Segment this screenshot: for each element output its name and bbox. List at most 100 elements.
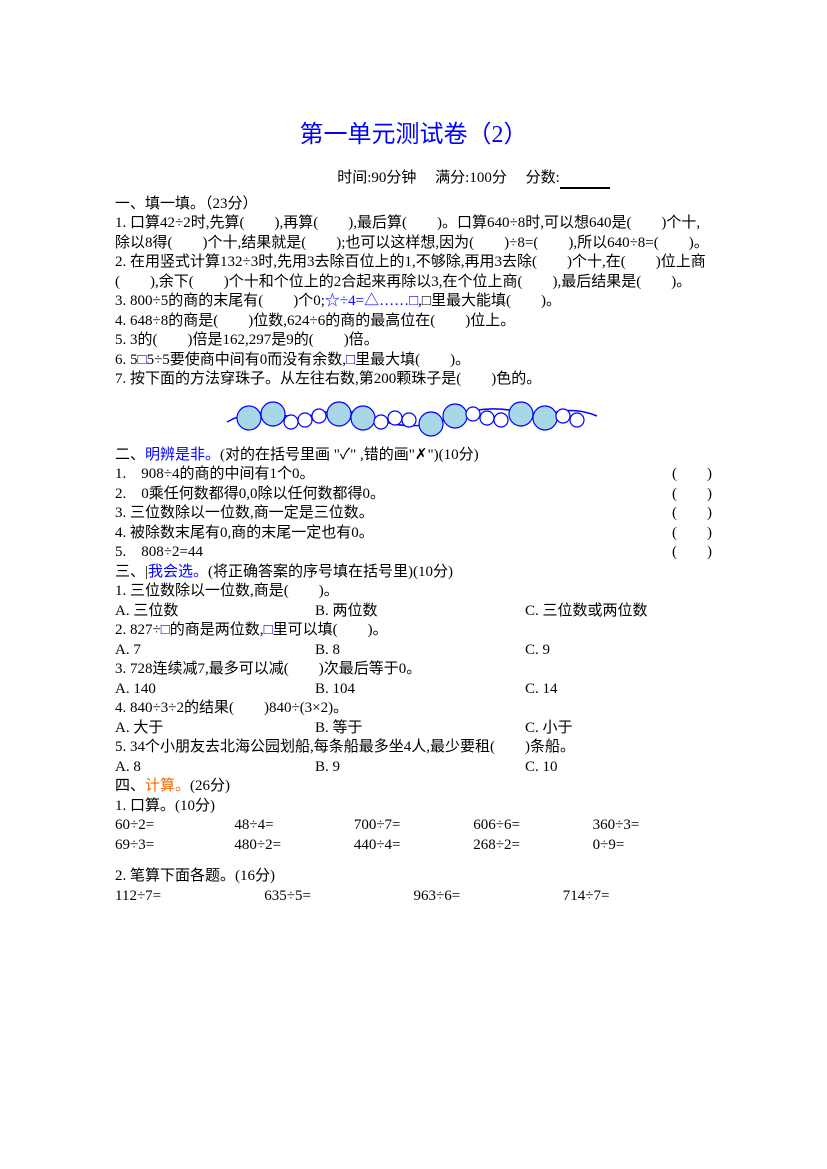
s4-head-a: 四、: [115, 778, 145, 794]
judge-text: 1. 908÷4的商的中间有1个0。: [115, 465, 662, 485]
opt: C. 10: [525, 758, 712, 778]
calc-item: 112÷7=: [115, 887, 264, 907]
s3-q2-e: 里可以填( )。: [273, 622, 388, 638]
section-3-head: 三、|我会选。(将正确答案的序号填在括号里)(10分): [115, 563, 712, 583]
s1-q7: 7. 按下面的方法穿珠子。从左往右数,第200颗珠子是( )色的。: [115, 370, 712, 390]
s3-q2-opts: A. 7 B. 8 C. 9: [115, 641, 712, 661]
calc-item: 48÷4=: [234, 816, 353, 836]
s3-q2-c: 的商是两位数,: [170, 622, 264, 638]
s3-head-b: 我会选。: [148, 564, 208, 580]
s2-head-b: 明辨是非。: [145, 447, 220, 463]
calc-item: 360÷3=: [593, 816, 712, 836]
s4-head-c: (26分): [190, 778, 230, 794]
s3-q2-box2: □: [264, 622, 273, 638]
s1-q2: 2. 在用竖式计算132÷3时,先用3去除百位上的1,不够除,再用3去除( )个…: [115, 253, 712, 292]
s1-q3-c: ,□里最大能填( )。: [418, 293, 561, 309]
s1-q6: 6. 5□5÷5要使商中间有0而没有余数,□里最大填( )。: [115, 351, 712, 371]
s4-row2: 69÷3=480÷2=440÷4=268÷2=0÷9=: [115, 836, 712, 856]
s1-q6-e: 里最大填( )。: [355, 352, 470, 368]
calc-item: 60÷2=: [115, 816, 234, 836]
section-4-head: 四、计算。(26分): [115, 777, 712, 797]
score-blank: [560, 187, 610, 189]
calc-item: 963÷6=: [414, 887, 563, 907]
time-label: 时间:90分钟: [337, 170, 416, 186]
judge-paren: ( ): [662, 524, 712, 544]
calc-item: 440÷4=: [354, 836, 473, 856]
calc-item: 606÷6=: [473, 816, 592, 836]
opt: C. 14: [525, 680, 712, 700]
s1-q6-c: 5÷5要使商中间有0而没有余数,: [147, 352, 346, 368]
meta-line: 时间:90分钟 满分:100分 分数:: [115, 169, 712, 189]
beads-diagram: [219, 394, 609, 438]
s4-row1: 60÷2=48÷4=700÷7=606÷6=360÷3=: [115, 816, 712, 836]
section-1-head: 一、填一填。（23分）: [115, 195, 712, 215]
s3-q2-a: 2. 827÷: [115, 622, 161, 638]
opt: A. 140: [115, 680, 315, 700]
s3-q2-box1: □: [161, 622, 170, 638]
judge-list: 1. 908÷4的商的中间有1个0。( )2. 0乘任何数都得0,0除以任何数都…: [115, 465, 712, 563]
opt: A. 三位数: [115, 602, 315, 622]
s3-q3: 3. 728连续减7,最多可以减( )次最后等于0。: [115, 660, 712, 680]
opt: C. 三位数或两位数: [525, 602, 712, 622]
s1-q4: 4. 648÷8的商是( )位数,624÷6的商的最高位在( )位上。: [115, 312, 712, 332]
s3-q2: 2. 827÷□的商是两位数,□里可以填( )。: [115, 621, 712, 641]
judge-row: 4. 被除数末尾有0,商的末尾一定也有0。( ): [115, 524, 712, 544]
s3-q4-opts: A. 大于 B. 等于 C. 小于: [115, 719, 712, 739]
s3-q1: 1. 三位数除以一位数,商是( )。: [115, 582, 712, 602]
judge-text: 5. 808÷2=44: [115, 543, 662, 563]
calc-item: 69÷3=: [115, 836, 234, 856]
opt: A. 7: [115, 641, 315, 661]
opt: B. 8: [315, 641, 525, 661]
s1-q6-a: 6. 5: [115, 352, 138, 368]
s4-row3: 112÷7=635÷5=963÷6=714÷7=: [115, 887, 712, 907]
s2-head-c: (对的在括号里画 "✓" ,错的画"✗")(10分): [220, 447, 479, 463]
opt: A. 大于: [115, 719, 315, 739]
calc-item: 714÷7=: [563, 887, 712, 907]
judge-paren: ( ): [662, 504, 712, 524]
s1-q3-formula: ☆÷4=△……□: [325, 293, 418, 309]
s3-q5: 5. 34个小朋友去北海公园划船,每条船最多坐4人,最少要租( )条船。: [115, 738, 712, 758]
s4-sub2: 2. 笔算下面各题。(16分): [115, 867, 712, 887]
s3-q5-opts: A. 8 B. 9 C. 10: [115, 758, 712, 778]
judge-row: 1. 908÷4的商的中间有1个0。( ): [115, 465, 712, 485]
calc-item: 0÷9=: [593, 836, 712, 856]
judge-text: 3. 三位数除以一位数,商一定是三位数。: [115, 504, 662, 524]
calc-item: 635÷5=: [264, 887, 413, 907]
calc-item: 700÷7=: [354, 816, 473, 836]
opt: B. 等于: [315, 719, 525, 739]
s1-q3-a: 3. 800÷5的商的末尾有( )个0;: [115, 293, 325, 309]
judge-paren: ( ): [662, 485, 712, 505]
judge-text: 4. 被除数末尾有0,商的末尾一定也有0。: [115, 524, 662, 544]
full-score-label: 满分:100分: [435, 170, 507, 186]
opt: C. 9: [525, 641, 712, 661]
judge-row: 3. 三位数除以一位数,商一定是三位数。( ): [115, 504, 712, 524]
s1-q3: 3. 800÷5的商的末尾有( )个0;☆÷4=△……□,□里最大能填( )。: [115, 292, 712, 312]
calc-item: 268÷2=: [473, 836, 592, 856]
s2-head-a: 二、: [115, 447, 145, 463]
judge-text: 2. 0乘任何数都得0,0除以任何数都得0。: [115, 485, 662, 505]
s1-q6-box2: □: [346, 352, 355, 368]
s3-q1-opts: A. 三位数 B. 两位数 C. 三位数或两位数: [115, 602, 712, 622]
opt: A. 8: [115, 758, 315, 778]
judge-paren: ( ): [662, 465, 712, 485]
opt: B. 两位数: [315, 602, 525, 622]
s4-head-b: 计算。: [145, 778, 190, 794]
judge-row: 2. 0乘任何数都得0,0除以任何数都得0。( ): [115, 485, 712, 505]
judge-row: 5. 808÷2=44( ): [115, 543, 712, 563]
s1-q5: 5. 3的( )倍是162,297是9的( )倍。: [115, 331, 712, 351]
s1-q1: 1. 口算42÷2时,先算( ),再算( ),最后算( )。口算640÷8时,可…: [115, 214, 712, 253]
opt: C. 小于: [525, 719, 712, 739]
judge-paren: ( ): [662, 543, 712, 563]
page-title: 第一单元测试卷（2）: [115, 120, 712, 151]
calc-item: 480÷2=: [234, 836, 353, 856]
s3-head-a: 三、|: [115, 564, 148, 580]
s3-q3-opts: A. 140 B. 104 C. 14: [115, 680, 712, 700]
section-2-head: 二、明辨是非。(对的在括号里画 "✓" ,错的画"✗")(10分): [115, 446, 712, 466]
opt: B. 104: [315, 680, 525, 700]
s1-q6-box1: □: [138, 352, 147, 368]
score-label: 分数:: [526, 170, 560, 186]
s4-sub1: 1. 口算。(10分): [115, 797, 712, 817]
s3-q4: 4. 840÷3÷2的结果( )840÷(3×2)。: [115, 699, 712, 719]
opt: B. 9: [315, 758, 525, 778]
s3-head-c: (将正确答案的序号填在括号里)(10分): [208, 564, 453, 580]
